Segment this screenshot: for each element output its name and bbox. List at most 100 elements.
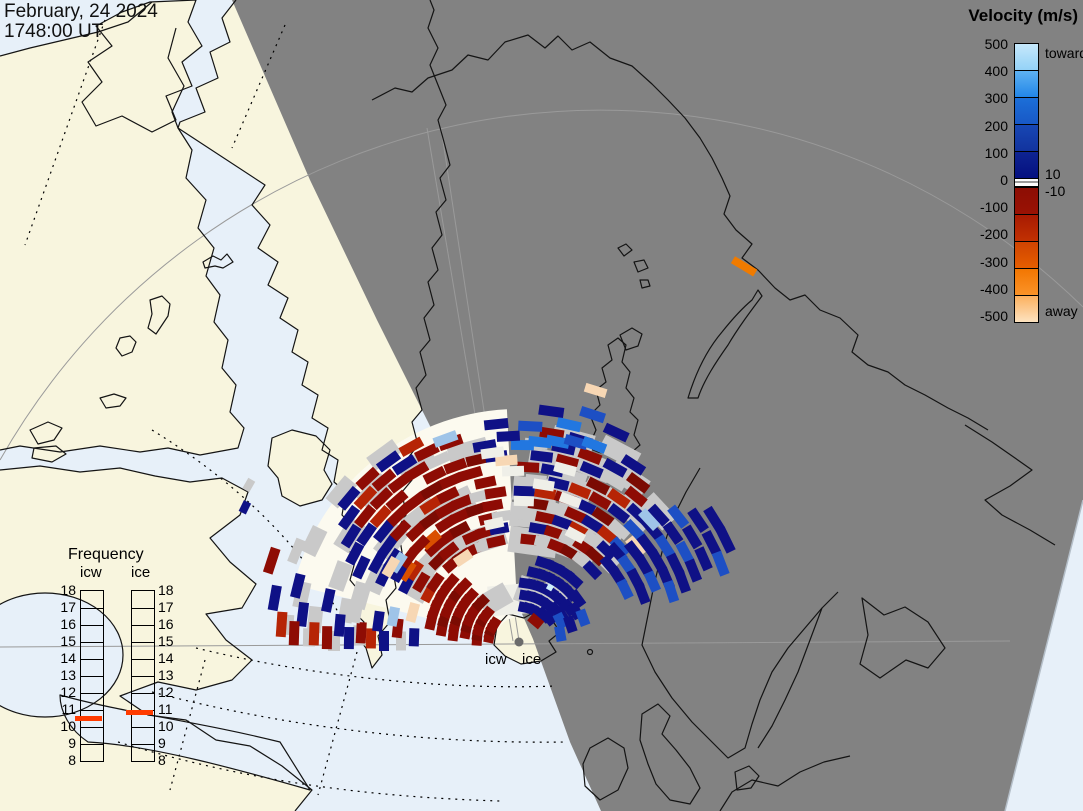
radar-echo-cell xyxy=(477,605,495,624)
frequency-scale-line xyxy=(132,693,154,694)
radar-echo-cell xyxy=(389,519,412,542)
radar-echo-cell xyxy=(634,554,654,577)
radar-echo-cell xyxy=(372,610,385,632)
radar-echo-cell xyxy=(356,522,378,547)
radar-echo-cell xyxy=(591,506,615,527)
radar-echo-cell xyxy=(409,534,431,556)
radar-echo-cell xyxy=(602,422,630,443)
frequency-tick-label: 9 xyxy=(68,735,76,751)
radar-echo-cell xyxy=(715,526,736,554)
frequency-column-label-ice: ice xyxy=(131,564,151,581)
timestamp-block: February, 24 2024 1748:00 UT xyxy=(4,2,158,42)
radar-echo-cell xyxy=(440,573,460,594)
frequency-scale-line xyxy=(132,642,154,643)
frequency-scale-line xyxy=(132,625,154,626)
frequency-tick-label: 16 xyxy=(60,616,76,632)
radar-echo-cell xyxy=(379,631,389,651)
velocity-colorbar-block xyxy=(1015,214,1038,241)
radar-echo-cell xyxy=(711,550,730,577)
radar-echo-cell xyxy=(513,495,535,507)
radar-echo-cell xyxy=(701,529,722,556)
velocity-colorbar-block xyxy=(1015,44,1038,70)
radar-echo-cell xyxy=(638,508,661,532)
radar-echo-cell xyxy=(518,420,543,432)
radar-echo-cell xyxy=(408,628,420,647)
radar-echo-cell xyxy=(579,406,606,424)
radar-echo-cell xyxy=(609,536,631,558)
radar-echo-cell xyxy=(300,524,328,558)
radar-echo-cell xyxy=(633,582,651,605)
frequency-scale-line xyxy=(81,608,103,609)
radar-echo-cell xyxy=(434,500,458,520)
radar-echo-cell xyxy=(242,477,256,493)
velocity-colorbar xyxy=(1014,43,1039,323)
radar-echo-cell xyxy=(687,507,709,533)
radar-echo-cell xyxy=(540,608,558,627)
date-text: February, 24 2024 xyxy=(4,1,158,22)
radar-echo-cell xyxy=(564,570,584,590)
radar-echo-cell xyxy=(367,550,387,575)
radar-echo-cell xyxy=(385,489,409,512)
radar-echo-cell xyxy=(684,558,703,583)
radar-echo-cell xyxy=(485,616,502,635)
radar-echo-cell xyxy=(674,569,691,594)
radar-echo-cell xyxy=(607,502,631,524)
radar-echo-cell xyxy=(377,534,399,558)
radar-echo-cell xyxy=(555,453,580,470)
radar-echo-cell xyxy=(481,498,504,513)
radar-echo-cell xyxy=(366,439,402,471)
velocity-tick-label: 100 xyxy=(984,144,1008,161)
radar-echo-cell xyxy=(355,621,367,644)
radar-echo-cell xyxy=(546,500,569,516)
frequency-tick-label: 11 xyxy=(158,701,173,717)
radar-echo-cell xyxy=(449,520,471,539)
radar-echo-cell xyxy=(495,454,518,467)
radar-echo-cell xyxy=(602,457,628,478)
radar-echo-cell xyxy=(381,555,401,579)
radar-echo-cell xyxy=(636,533,658,557)
radar-echo-cell xyxy=(606,488,631,509)
velocity-colorbar-block xyxy=(1015,268,1038,295)
radar-echo-cell xyxy=(340,523,362,549)
radar-echo-cell xyxy=(262,546,281,575)
radar-echo-cell xyxy=(386,504,410,528)
radar-echo-cell xyxy=(337,485,361,511)
radar-echo-cell xyxy=(654,534,676,559)
frequency-tick-label: 11 xyxy=(61,701,76,717)
radar-echo-cell xyxy=(325,475,358,509)
radar-echo-cell xyxy=(554,625,567,642)
frequency-scale-icw xyxy=(80,590,104,762)
velocity-colorbar-block xyxy=(1015,70,1038,97)
radar-echo-cell xyxy=(465,501,488,518)
radar-echo-cell xyxy=(369,486,394,511)
night-shade-region xyxy=(232,0,1083,811)
radar-echo-cell xyxy=(517,509,538,521)
velocity-tick-label: -100 xyxy=(979,199,1008,216)
frequency-scale-line xyxy=(132,744,154,745)
radar-echo-cell xyxy=(355,466,380,491)
velocity-tick-label: -400 xyxy=(979,280,1008,297)
neg-threshold-label: -10 xyxy=(1045,183,1066,199)
radar-echo-cell xyxy=(568,482,592,500)
velocity-colorbar-block xyxy=(1015,124,1038,151)
radar-echo-cell xyxy=(474,475,497,490)
radar-echo-cell xyxy=(386,606,401,627)
frequency-tick-label: 9 xyxy=(158,735,166,751)
radar-echo-cell xyxy=(452,548,474,568)
radar-echo-cell xyxy=(581,435,608,454)
radar-echo-cell xyxy=(616,578,634,601)
radar-echo-cell xyxy=(579,460,604,479)
radar-echo-cell xyxy=(460,587,480,607)
frequency-tick-label: 18 xyxy=(60,582,76,598)
velocity-tick-label: -500 xyxy=(979,308,1008,324)
radar-echo-cell xyxy=(551,514,573,531)
radar-echo-cell xyxy=(647,503,670,527)
velocity-colorbar-block xyxy=(1015,241,1038,268)
radar-echo-cell xyxy=(275,611,288,638)
radar-echo-cell xyxy=(419,480,445,501)
frequency-tick-label: 15 xyxy=(158,633,174,649)
velocity-tick-label: 500 xyxy=(984,36,1008,52)
frequency-tick-label: 17 xyxy=(60,599,76,615)
radar-echo-cell xyxy=(608,518,631,541)
